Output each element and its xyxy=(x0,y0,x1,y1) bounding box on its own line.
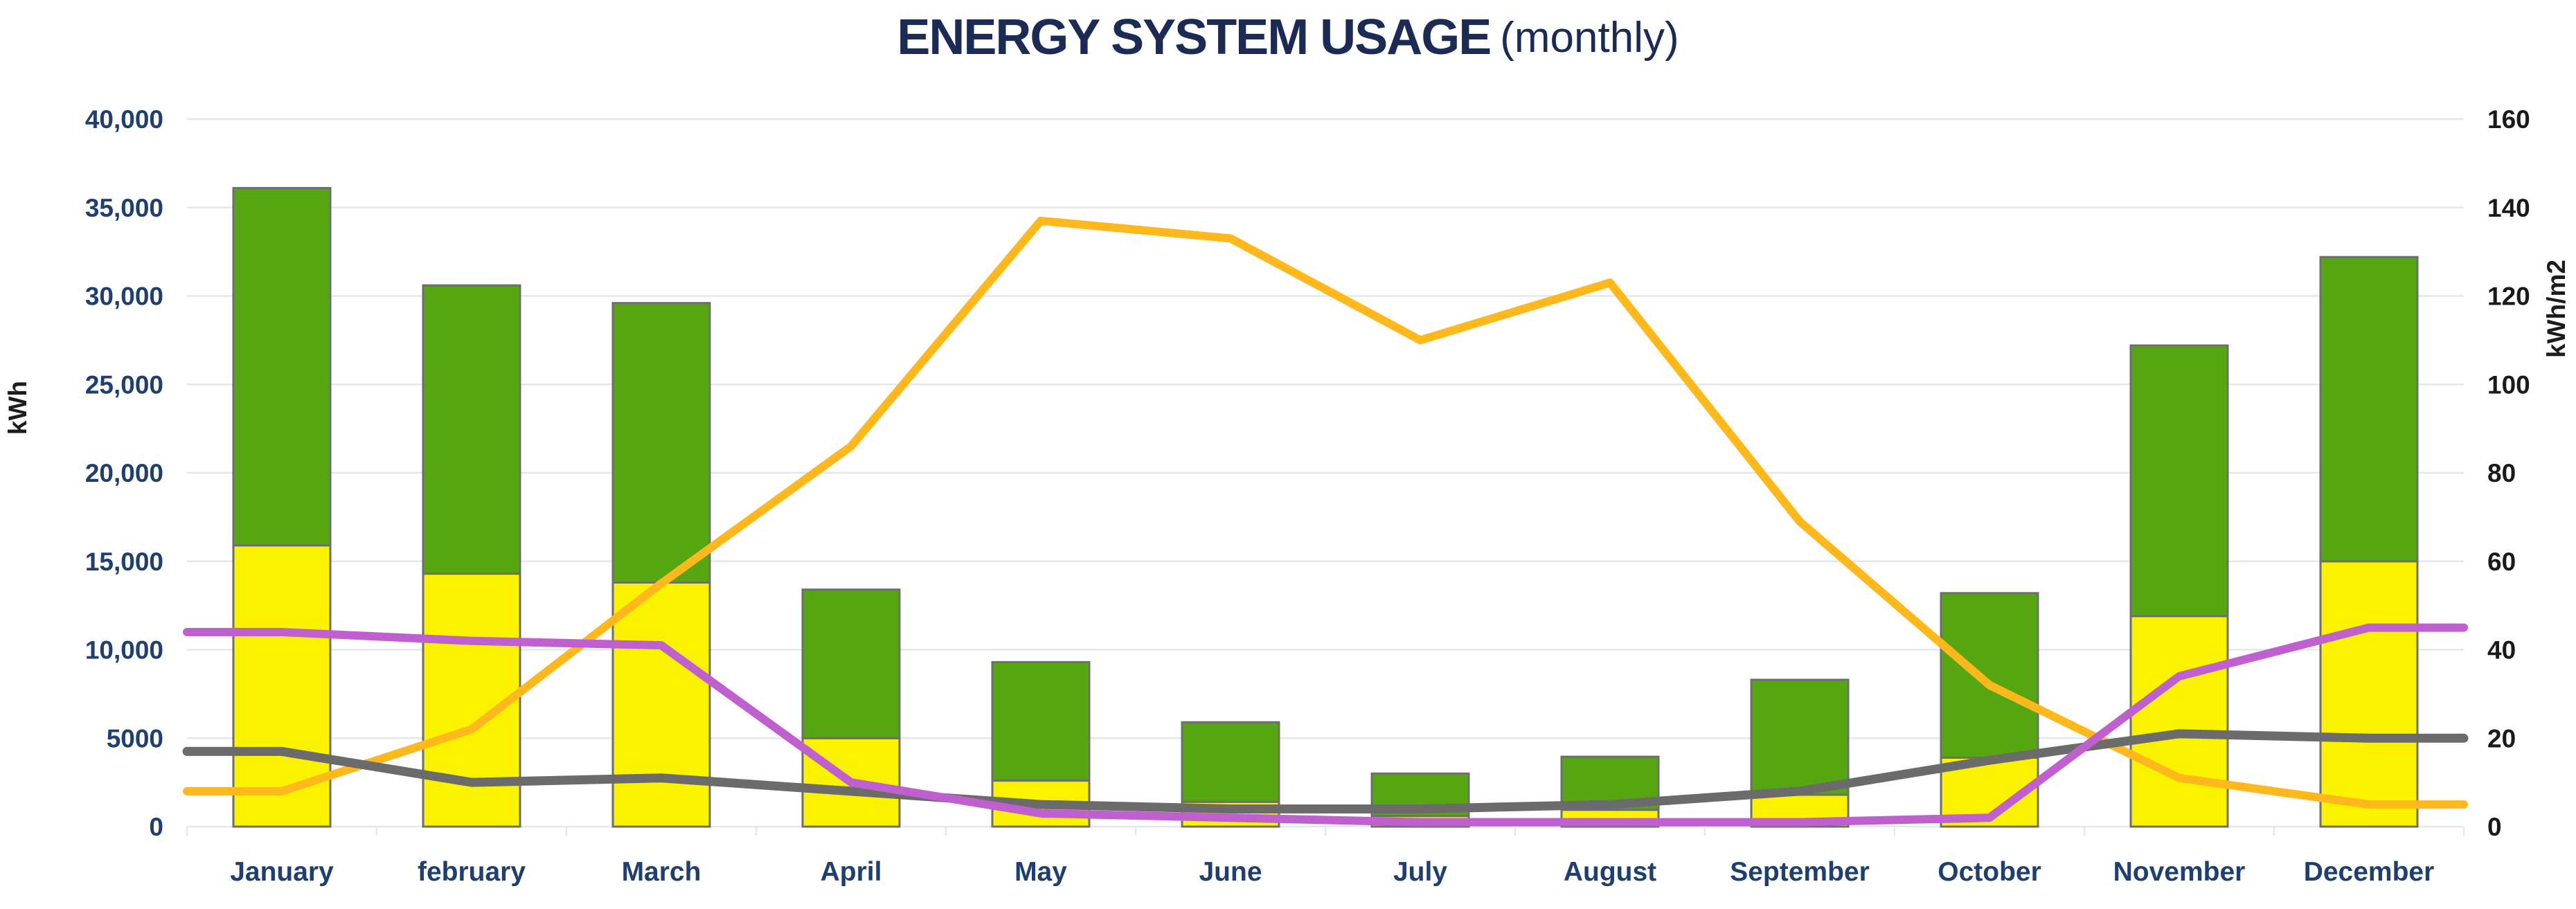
month-label-June: June xyxy=(1199,857,1262,887)
bar-green-September xyxy=(1750,678,1850,796)
bar-green-May xyxy=(991,660,1091,782)
right-axis-tick-label: 40 xyxy=(2487,636,2516,665)
left-axis-tick-label: 10,000 xyxy=(85,636,163,665)
left-axis-tick-label: 25,000 xyxy=(85,370,163,399)
left-axis-unit-label: kWh xyxy=(3,380,32,435)
right-axis-tick-label: 0 xyxy=(2487,813,2502,841)
right-axis-tick-label: 20 xyxy=(2487,724,2516,753)
month-label-November: November xyxy=(2113,857,2246,887)
chart-title-main: ENERGY SYSTEM USAGE xyxy=(897,10,1492,65)
right-axis-tick-label: 140 xyxy=(2487,194,2530,222)
right-axis-tick-label: 80 xyxy=(2487,459,2516,487)
purple-line xyxy=(183,623,2468,827)
left-axis-tick-label: 15,000 xyxy=(85,548,163,576)
left-axis-tick-label: 40,000 xyxy=(85,105,163,134)
month-label-May: May xyxy=(1014,857,1067,887)
gray-line xyxy=(182,729,2469,813)
right-axis-tick-label: 120 xyxy=(2487,282,2530,311)
bar-green-March xyxy=(611,302,711,584)
month-label-October: October xyxy=(1938,857,2041,887)
month-label-August: August xyxy=(1564,857,1656,887)
bar-yellow-November xyxy=(2129,615,2229,828)
bar-green-December xyxy=(2319,255,2419,563)
right-axis-unit-label: kWh/m2 xyxy=(2542,260,2570,358)
bar-green-June xyxy=(1181,721,1280,803)
left-axis-tick-label: 5000 xyxy=(107,724,163,753)
month-label-february: february xyxy=(418,857,526,887)
month-label-April: April xyxy=(821,857,882,887)
month-label-January: January xyxy=(230,857,334,887)
left-axis-tick-label: 35,000 xyxy=(85,194,163,222)
chart-title: ENERGY SYSTEM USAGE (monthly) xyxy=(0,4,2576,71)
bar-yellow-March xyxy=(611,581,711,828)
bar-green-November xyxy=(2129,344,2229,618)
chart-title-suffix: (monthly) xyxy=(1500,13,1679,62)
month-label-July: July xyxy=(1393,857,1447,887)
left-axis-tick-label: 20,000 xyxy=(85,459,163,487)
month-label-September: September xyxy=(1730,857,1870,887)
left-axis-tick-label: 30,000 xyxy=(85,282,163,311)
right-axis-tick-label: 100 xyxy=(2487,370,2530,399)
left-axis-tick-label: 0 xyxy=(149,813,163,841)
month-label-March: March xyxy=(622,857,701,887)
month-label-December: December xyxy=(2304,857,2435,887)
bar-green-february xyxy=(422,284,521,575)
bar-green-October xyxy=(1940,592,2039,759)
right-axis-tick-label: 160 xyxy=(2487,105,2530,134)
bar-yellow-December xyxy=(2319,560,2419,828)
orange-line xyxy=(183,216,2468,809)
right-axis-tick-label: 60 xyxy=(2487,548,2516,576)
bar-green-April xyxy=(801,588,901,739)
bar-green-January xyxy=(232,187,332,547)
